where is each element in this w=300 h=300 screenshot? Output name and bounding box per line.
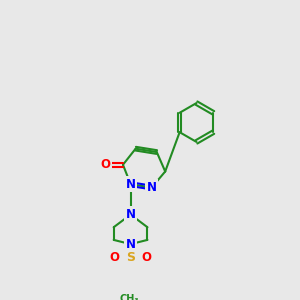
Text: N: N [126, 238, 136, 250]
Text: N: N [147, 181, 157, 194]
Text: O: O [110, 251, 119, 264]
Text: N: N [126, 178, 136, 191]
Text: O: O [142, 251, 152, 264]
Text: O: O [100, 158, 110, 171]
Text: S: S [126, 251, 135, 264]
Text: N: N [126, 208, 136, 221]
Text: CH₃: CH₃ [119, 294, 139, 300]
